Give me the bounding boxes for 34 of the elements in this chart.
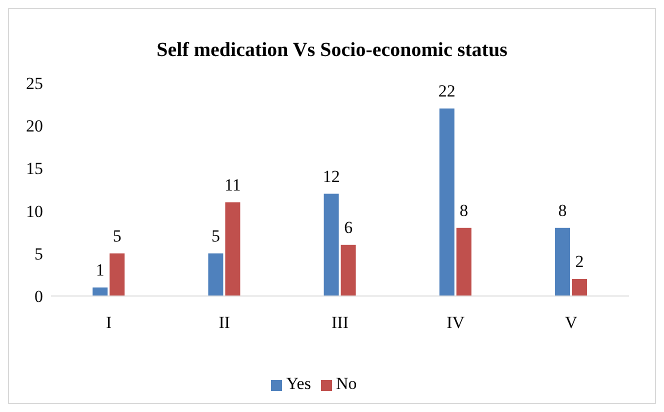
- legend-label: Yes: [286, 374, 311, 393]
- bar: [340, 244, 356, 296]
- bar: [225, 202, 240, 296]
- bar: [572, 278, 588, 296]
- y-tick-label: 10: [26, 202, 43, 221]
- data-label: 5: [211, 226, 220, 246]
- y-tick-label: 25: [26, 74, 43, 94]
- data-label: 8: [558, 200, 567, 220]
- y-tick-label: 20: [26, 116, 43, 136]
- data-label: 11: [224, 175, 241, 194]
- x-tick-label: III: [332, 313, 349, 332]
- data-label: 22: [438, 82, 456, 101]
- bar: [324, 194, 339, 296]
- chart-title: Self medication Vs Socio-economic status: [156, 38, 508, 63]
- data-label: 12: [322, 166, 340, 186]
- legend-label: No: [336, 374, 357, 393]
- x-tick-label: II: [218, 313, 230, 332]
- y-tick-label: 15: [26, 159, 43, 178]
- x-tick-label: V: [565, 313, 578, 332]
- data-label: 2: [575, 252, 584, 271]
- bar: [208, 253, 224, 296]
- data-label: 6: [344, 218, 353, 237]
- bar: [555, 228, 570, 296]
- x-tick-label: I: [106, 313, 112, 332]
- bar: [110, 253, 125, 296]
- x-tick-label: IV: [446, 313, 466, 332]
- bar: [456, 228, 472, 296]
- data-label: 8: [460, 200, 468, 220]
- data-label: 1: [96, 260, 104, 280]
- data-label: 5: [112, 226, 122, 246]
- y-tick-label: 5: [34, 244, 43, 264]
- bar: [92, 287, 108, 296]
- bar: [439, 108, 454, 296]
- y-tick-label: 0: [34, 287, 43, 306]
